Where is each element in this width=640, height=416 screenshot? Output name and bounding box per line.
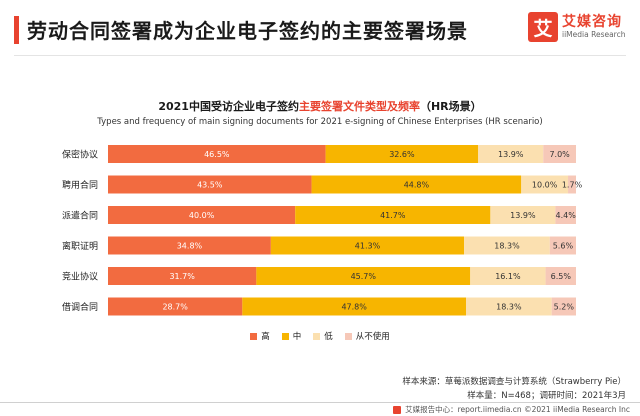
bar-segment-medium: [270, 236, 465, 255]
bar-segment-never: [543, 145, 576, 163]
header-divider: [14, 55, 626, 56]
logo-text: 艾媒咨询 iiMedia Research: [562, 14, 625, 40]
legend-swatch-never: [344, 332, 352, 340]
data-label-never: 5.2%: [554, 303, 575, 312]
chart-title-tail: （HR场景）: [419, 100, 482, 113]
bar-segment-high: [108, 206, 296, 224]
legend-swatch-low: [313, 332, 321, 340]
bar-segment-medium: [295, 206, 491, 224]
bar-segment-never: [549, 236, 576, 255]
data-label-low: 13.9%: [510, 211, 536, 220]
footer-divider: [0, 402, 640, 403]
data-label-high: 31.7%: [169, 272, 195, 281]
legend-label-high: 高: [261, 332, 270, 342]
data-label-medium: 41.7%: [380, 211, 406, 220]
bar-segment-high: [108, 236, 271, 255]
data-label-never: 4.4%: [556, 211, 577, 220]
legend-label-medium: 中: [292, 332, 302, 342]
source-line-sample: 样本来源：草莓派数据调查与计算系统（Strawberry Pie）: [402, 377, 626, 387]
data-label-low: 10.0%: [532, 181, 558, 190]
category-label: 聘用合同: [62, 179, 98, 191]
category-label: 保密协议: [62, 149, 98, 161]
data-label-never: 1.7%: [562, 181, 583, 190]
chart-subtitle: Types and frequency of main signing docu…: [97, 117, 543, 127]
footer: 艾媒报告中心：report.iimedia.cn ©2021 iiMedia R…: [393, 404, 630, 415]
data-label-never: 5.6%: [553, 242, 574, 251]
data-label-high: 43.5%: [197, 181, 223, 190]
bar-segment-medium: [256, 267, 471, 285]
brand-logo: 艾 艾媒咨询 iiMedia Research: [528, 12, 625, 42]
data-label-medium: 47.8%: [341, 303, 367, 312]
data-label-medium: 44.8%: [404, 181, 430, 190]
chart-title-highlight: 主要签署文件类型及频率: [298, 100, 420, 113]
legend-item-low: 低: [313, 330, 333, 342]
legend-item-medium: 中: [281, 330, 302, 342]
bar-segment-high: [108, 175, 312, 194]
bar-segment-low: [464, 236, 550, 255]
legend-item-never: 从不使用: [344, 330, 390, 342]
category-label: 派遣合同: [62, 210, 98, 222]
source-note: 样本来源：草莓派数据调查与计算系统（Strawberry Pie） 样本量：N=…: [402, 375, 626, 403]
category-label: 借调合同: [62, 301, 98, 313]
bar-segment-never: [568, 175, 576, 194]
bar-segment-high: [108, 267, 257, 285]
bar-segment-low: [470, 267, 546, 285]
bar-segment-low: [490, 206, 556, 224]
data-label-low: 18.3%: [496, 303, 522, 312]
chart-title-main: 2021中国受访企业电子签约: [158, 100, 299, 113]
bar-segment-high: [108, 297, 243, 316]
bar-segment-low: [478, 145, 544, 163]
bar-segment-never: [545, 267, 576, 285]
data-label-never: 6.5%: [551, 272, 572, 281]
data-label-low: 18.3%: [494, 242, 520, 251]
data-label-high: 46.5%: [204, 150, 230, 159]
legend-swatch-high: [250, 332, 258, 340]
chart-title: 2021中国受访企业电子签约主要签署文件类型及频率（HR场景）: [0, 98, 640, 114]
logo-mark-icon: 艾: [528, 12, 558, 42]
bar-segment-high: [108, 145, 326, 163]
legend-label-low: 低: [324, 332, 333, 342]
page-title: 劳动合同签署成为企业电子签约的主要签署场景: [27, 19, 468, 43]
data-label-high: 28.7%: [162, 303, 188, 312]
data-label-never: 7.0%: [549, 150, 570, 159]
legend-item-high: 高: [250, 330, 270, 342]
footer-text: 艾媒报告中心：report.iimedia.cn ©2021 iiMedia R…: [405, 405, 630, 414]
data-label-medium: 45.7%: [351, 272, 377, 281]
bar-segment-never: [551, 297, 576, 316]
footer-report-icon: [393, 405, 402, 414]
legend-swatch-medium: [281, 332, 289, 340]
data-label-medium: 41.3%: [355, 242, 381, 251]
title-accent-bar: [14, 16, 19, 44]
bar-segment-low: [521, 175, 569, 194]
category-label: 离职证明: [62, 240, 98, 252]
data-label-high: 34.8%: [177, 242, 203, 251]
logo-name-en: iiMedia Research: [562, 30, 626, 39]
bar-segment-medium: [242, 297, 467, 316]
bar-segment-medium: [311, 175, 522, 194]
bar-segment-never: [555, 206, 576, 224]
category-label: 竞业协议: [62, 271, 98, 283]
chart-legend: 高 中 低 从不使用: [0, 330, 640, 342]
data-label-high: 40.0%: [189, 211, 215, 220]
data-label-low: 13.9%: [498, 150, 524, 159]
data-label-medium: 32.6%: [389, 150, 415, 159]
bar-segment-medium: [325, 145, 479, 163]
logo-name-cn: 艾媒咨询: [562, 14, 622, 30]
bar-segment-low: [466, 297, 552, 316]
legend-label-never: 从不使用: [355, 332, 390, 342]
source-line-size: 样本量：N=468；调研时间：2021年3月: [467, 391, 626, 401]
data-label-low: 16.1%: [495, 272, 521, 281]
